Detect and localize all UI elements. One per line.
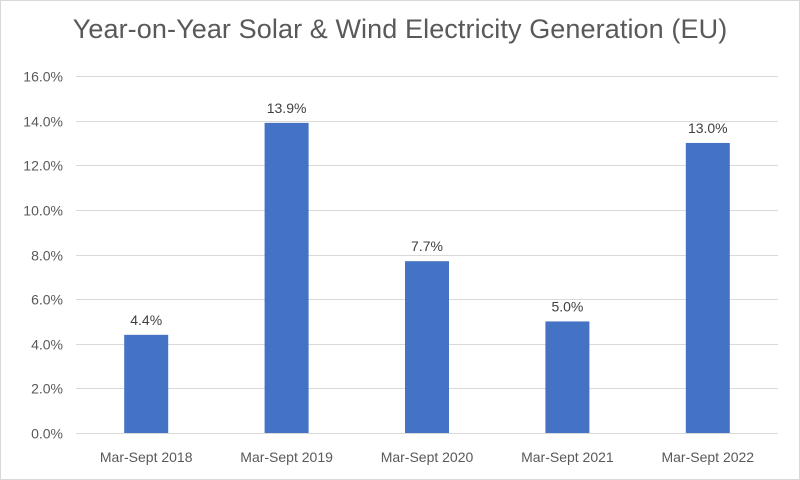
data-label: 13.0% <box>688 120 728 136</box>
y-tick-label: 14.0% <box>23 114 63 130</box>
x-category-label: Mar-Sept 2020 <box>381 449 474 465</box>
x-category-label: Mar-Sept 2021 <box>521 449 614 465</box>
chart-title: Year-on-Year Solar & Wind Electricity Ge… <box>72 14 728 44</box>
y-tick-label: 6.0% <box>31 292 63 308</box>
y-tick-label: 2.0% <box>31 381 63 397</box>
bar <box>685 142 730 433</box>
bar <box>405 261 449 433</box>
x-category-label: Mar-Sept 2019 <box>240 449 333 465</box>
x-axis-categories: Mar-Sept 2018 Mar-Sept 2019 Mar-Sept 2020 M… <box>100 449 754 465</box>
bar <box>545 321 590 433</box>
bar <box>264 122 309 433</box>
y-tick-label: 10.0% <box>23 203 63 219</box>
data-label: 7.7% <box>411 238 443 254</box>
y-tick-label: 12.0% <box>23 158 63 174</box>
y-tick-label: 8.0% <box>31 248 63 264</box>
data-label: 13.9% <box>267 100 307 116</box>
bar <box>124 334 169 433</box>
x-category-label: Mar-Sept 2018 <box>100 449 193 465</box>
data-label: 4.4% <box>130 312 162 328</box>
data-label: 5.0% <box>551 298 583 314</box>
data-labels: 4.4% 13.9% 7.7% 5.0% 13.0% <box>130 100 727 328</box>
x-category-label: Mar-Sept 2022 <box>661 449 754 465</box>
y-tick-label: 16.0% <box>23 69 63 85</box>
y-axis-ticks: 0.0% 2.0% 4.0% 6.0% 8.0% 10.0% 12.0% 14.0% 16.0% <box>23 69 63 442</box>
bars <box>124 122 730 433</box>
y-tick-label: 4.0% <box>31 337 63 353</box>
y-tick-label: 0.0% <box>31 426 63 442</box>
